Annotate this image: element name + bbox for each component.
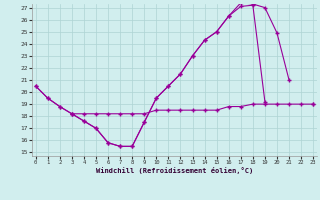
X-axis label: Windchill (Refroidissement éolien,°C): Windchill (Refroidissement éolien,°C) (96, 167, 253, 174)
